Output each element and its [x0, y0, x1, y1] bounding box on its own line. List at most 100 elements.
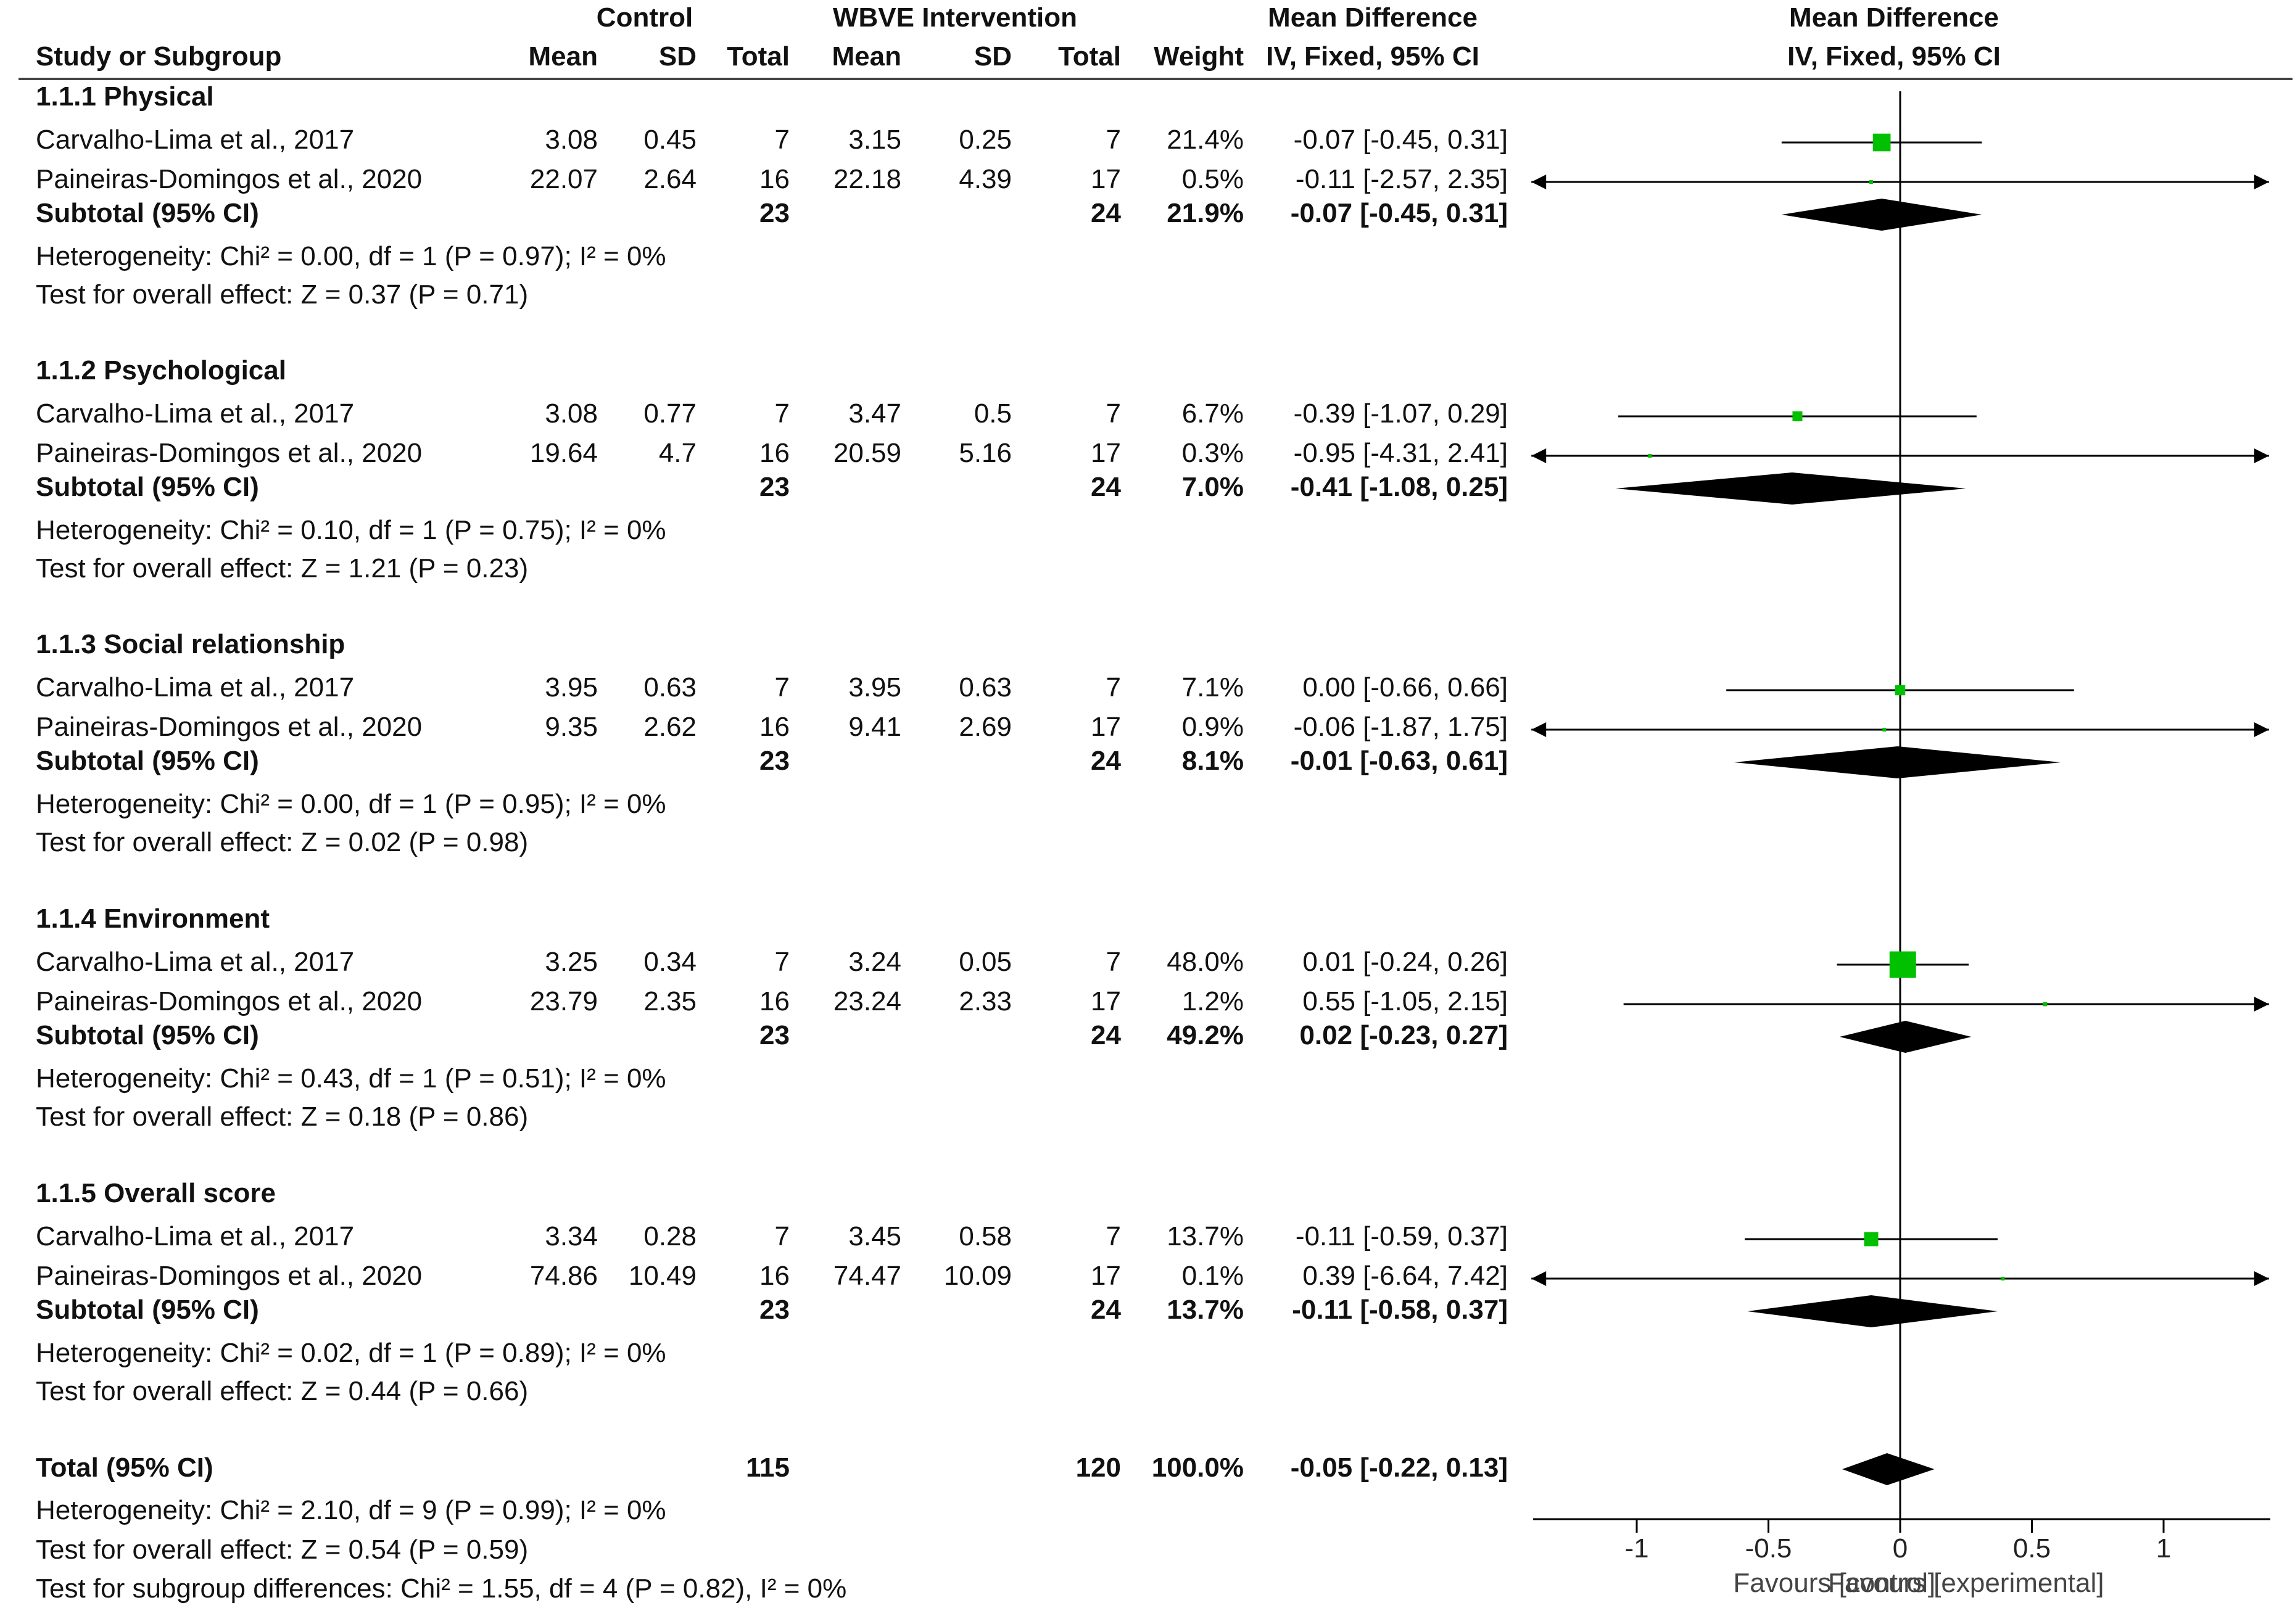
ci-arrow-right — [2254, 448, 2269, 463]
study-name: Carvalho-Lima et al., 2017 — [36, 398, 355, 429]
subtotal-weight: 8.1% — [1181, 746, 1244, 776]
intervention-total-value: 7 — [1106, 125, 1121, 155]
intervention-mean-value: 9.41 — [848, 712, 901, 742]
subtotal-intervention-total: 24 — [1091, 472, 1121, 502]
intervention-mean-value: 23.24 — [833, 986, 901, 1016]
control-sd-value: 2.62 — [643, 712, 697, 742]
control-mean-value: 3.25 — [545, 947, 598, 977]
intervention-total-value: 17 — [1091, 1261, 1121, 1291]
subtotal-intervention-total: 24 — [1091, 1020, 1121, 1050]
pooled-estimate-diamond — [1842, 1453, 1935, 1485]
control-total-value: 16 — [759, 712, 790, 742]
header-mean-difference: Mean Difference — [1268, 2, 1478, 33]
subtotal-weight: 7.0% — [1181, 472, 1244, 502]
study-name: Paineiras-Domingos et al., 2020 — [36, 712, 423, 742]
intervention-total-value: 7 — [1106, 1221, 1121, 1251]
header-study-or-subgroup: Study or Subgroup — [36, 41, 282, 72]
intervention-mean-value: 20.59 — [833, 438, 901, 468]
subgroup-title: 1.1.2 Psychological — [36, 355, 286, 385]
x-axis-tick-label: 1 — [2156, 1533, 2171, 1564]
control-sd-value: 0.34 — [643, 947, 697, 977]
total-overall-effect-text: Test for overall effect: Z = 0.54 (P = 0… — [36, 1535, 529, 1565]
study-point-estimate — [1872, 133, 1891, 152]
overall-effect-text: Test for overall effect: Z = 0.18 (P = 0… — [36, 1102, 529, 1132]
x-axis-tick-label: -1 — [1624, 1533, 1648, 1564]
subgroup-title: 1.1.4 Environment — [36, 904, 270, 934]
intervention-sd-value: 10.09 — [943, 1261, 1012, 1291]
intervention-mean-value: 3.95 — [848, 672, 901, 703]
control-sd-value: 0.63 — [643, 672, 697, 703]
intervention-sd-value: 5.16 — [959, 438, 1012, 468]
subtotal-control-total: 23 — [759, 746, 790, 776]
intervention-sd-value: 2.69 — [959, 712, 1012, 742]
subtotal-intervention-total: 24 — [1091, 198, 1121, 228]
control-mean-value: 22.07 — [529, 164, 598, 194]
subtotal-ci: 0.02 [-0.23, 0.27] — [1299, 1020, 1508, 1050]
weight-value: 1.2% — [1181, 986, 1244, 1016]
control-mean-value: 3.08 — [545, 125, 598, 155]
subgroup-title: 1.1.1 Physical — [36, 81, 214, 112]
subtotal-label: Subtotal (95% CI) — [36, 472, 259, 502]
total-heterogeneity-text: Heterogeneity: Chi² = 2.10, df = 9 (P = … — [36, 1495, 666, 1525]
subtotal-ci: -0.07 [-0.45, 0.31] — [1290, 198, 1508, 228]
study-point-estimate — [1864, 1232, 1879, 1247]
intervention-total-value: 17 — [1091, 712, 1121, 742]
ci-arrow-left — [1531, 722, 1547, 737]
intervention-total-value: 17 — [1091, 438, 1121, 468]
total-ci: -0.05 [-0.22, 0.13] — [1290, 1453, 1508, 1483]
subtotal-control-total: 23 — [759, 1020, 790, 1050]
study-point-estimate — [1648, 454, 1652, 458]
intervention-sd-value: 0.25 — [959, 125, 1012, 155]
heterogeneity-text: Heterogeneity: Chi² = 0.00, df = 1 (P = … — [36, 241, 666, 271]
mean-difference-ci: -0.95 [-4.31, 2.41] — [1293, 438, 1508, 468]
pooled-estimate-diamond — [1781, 199, 1982, 231]
study-name: Paineiras-Domingos et al., 2020 — [36, 1261, 423, 1291]
control-sd-value: 0.45 — [643, 125, 697, 155]
weight-value: 7.1% — [1181, 672, 1244, 703]
intervention-mean-value: 3.47 — [848, 398, 901, 429]
subtotal-control-total: 23 — [759, 1295, 790, 1325]
intervention-mean-value: 74.47 — [833, 1261, 901, 1291]
intervention-mean-value: 3.45 — [848, 1221, 901, 1251]
mean-difference-ci: -0.39 [-1.07, 0.29] — [1293, 398, 1508, 429]
weight-value: 0.3% — [1181, 438, 1244, 468]
favours-control-label: Favours [control] — [1733, 1568, 1935, 1598]
ci-arrow-right — [2254, 722, 2269, 737]
control-total-value: 7 — [774, 125, 790, 155]
subtotal-ci: -0.41 [-1.08, 0.25] — [1290, 472, 1508, 502]
intervention-sd-value: 0.5 — [974, 398, 1012, 429]
control-mean-value: 19.64 — [529, 438, 598, 468]
intervention-mean-value: 3.15 — [848, 125, 901, 155]
weight-value: 21.4% — [1167, 125, 1244, 155]
x-axis-tick-label: -0.5 — [1745, 1533, 1792, 1564]
weight-value: 0.9% — [1181, 712, 1244, 742]
study-point-estimate — [2043, 1002, 2048, 1007]
header-intervention-group: WBVE Intervention — [832, 2, 1078, 33]
mean-difference-ci: -0.11 [-0.59, 0.37] — [1295, 1221, 1508, 1251]
subtotal-weight: 13.7% — [1167, 1295, 1244, 1325]
pooled-estimate-diamond — [1615, 472, 1966, 505]
mean-difference-ci: 0.00 [-0.66, 0.66] — [1302, 672, 1508, 703]
subtotal-weight: 49.2% — [1167, 1020, 1244, 1050]
subtotal-weight: 21.9% — [1167, 198, 1244, 228]
study-point-estimate — [2001, 1277, 2005, 1280]
control-sd-value: 2.64 — [643, 164, 697, 194]
total-weight: 100.0% — [1151, 1453, 1244, 1483]
overall-effect-text: Test for overall effect: Z = 1.21 (P = 0… — [36, 553, 529, 583]
subtotal-label: Subtotal (95% CI) — [36, 1020, 259, 1050]
mean-difference-ci: 0.01 [-0.24, 0.26] — [1302, 947, 1508, 977]
subtotal-ci: -0.11 [-0.58, 0.37] — [1292, 1295, 1508, 1325]
subtotal-intervention-total: 24 — [1091, 746, 1121, 776]
mean-difference-ci: -0.11 [-2.57, 2.35] — [1295, 164, 1508, 194]
ci-arrow-right — [2254, 175, 2269, 189]
control-total-value: 7 — [774, 672, 790, 703]
header-intervention-total: Total — [1058, 41, 1121, 72]
weight-value: 13.7% — [1167, 1221, 1244, 1251]
control-mean-value: 74.86 — [529, 1261, 598, 1291]
intervention-sd-value: 0.05 — [959, 947, 1012, 977]
intervention-total-value: 7 — [1106, 672, 1121, 703]
intervention-mean-value: 3.24 — [848, 947, 901, 977]
control-mean-value: 3.34 — [545, 1221, 598, 1251]
control-sd-value: 10.49 — [628, 1261, 697, 1291]
weight-value: 48.0% — [1167, 947, 1244, 977]
